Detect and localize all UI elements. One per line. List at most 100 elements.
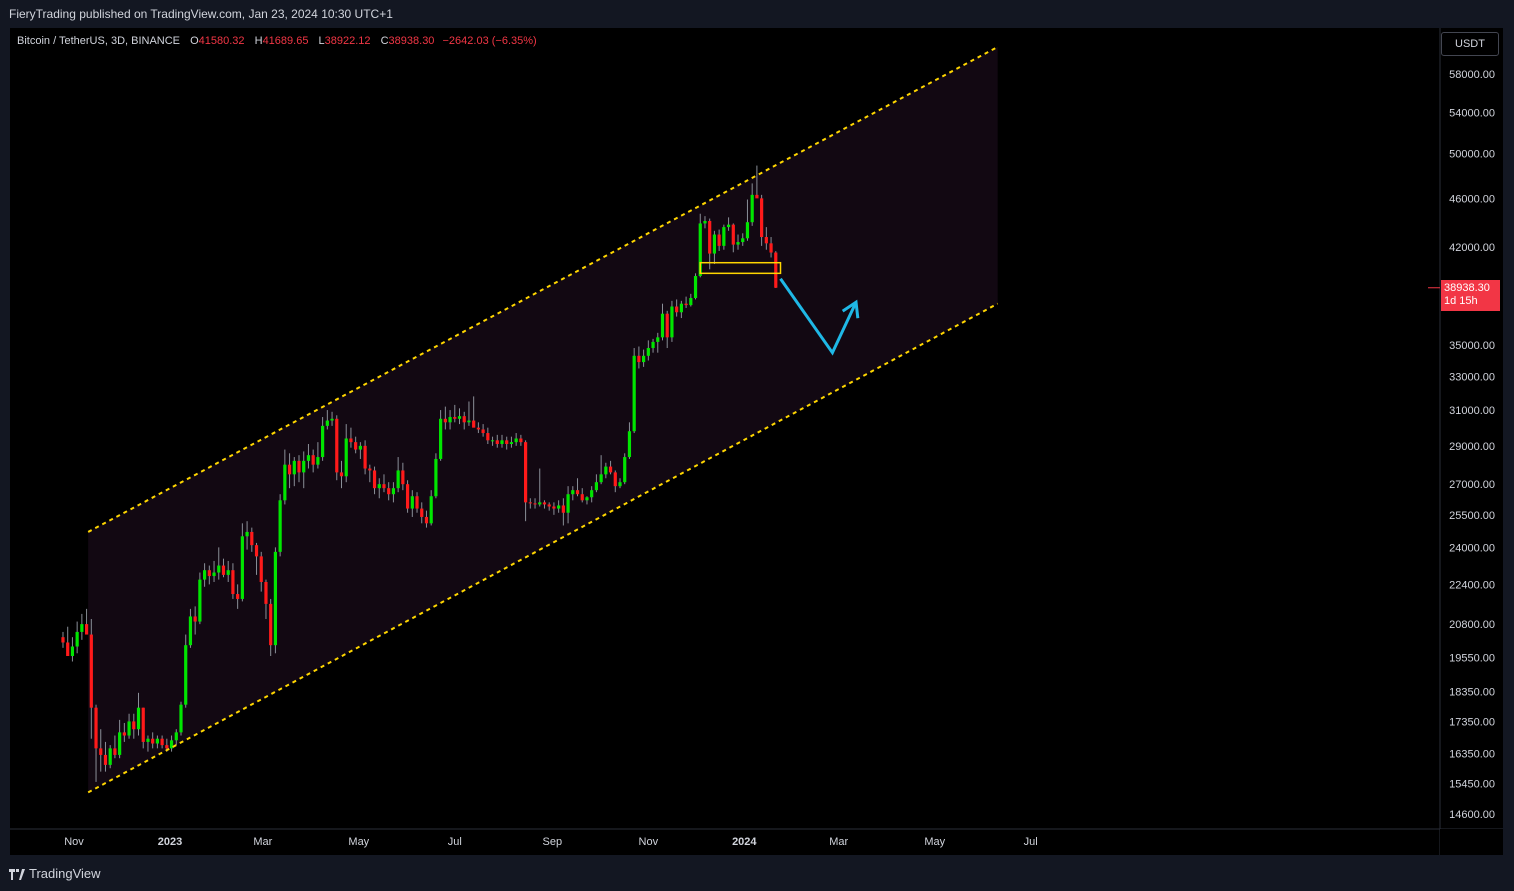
chart-panel[interactable]: 58000.00 54000.00 50000.00 46000.00 42000.00… <box>10 28 1503 855</box>
candle-body <box>339 472 344 477</box>
candle-body <box>552 506 556 509</box>
channel-upper-line <box>87 46 999 533</box>
candle-body <box>651 341 655 349</box>
candle-body <box>264 581 268 604</box>
candle-body <box>174 732 178 741</box>
candle-body <box>476 427 480 430</box>
tradingview-logo-text: TradingView <box>29 866 101 881</box>
candle-body <box>420 508 424 517</box>
candle-body <box>358 445 362 450</box>
candle-body <box>245 531 249 537</box>
candle-body <box>542 502 547 505</box>
candle-body <box>198 579 202 622</box>
price-tick-label: 24000.00 <box>1449 542 1495 554</box>
time-axis-label: Nov <box>64 836 84 848</box>
candle-body <box>410 496 414 509</box>
time-axis-label: Sep <box>543 836 563 848</box>
candle-body <box>132 721 136 730</box>
candle-body <box>61 637 65 643</box>
candle-body <box>665 313 669 338</box>
candle-body <box>750 194 754 223</box>
candle-body <box>693 276 698 299</box>
projection-arrow-head <box>841 299 860 319</box>
candle-body <box>585 497 589 501</box>
candle-body <box>741 238 745 243</box>
candle-body <box>302 460 306 473</box>
price-tick-label: 58000.00 <box>1449 69 1495 81</box>
symbol-legend: Bitcoin / TetherUS, 3D, BINANCE O41580.3… <box>17 35 537 47</box>
candle-body <box>712 234 717 254</box>
price-tick-label: 27000.00 <box>1449 479 1495 491</box>
candle-body <box>217 565 221 573</box>
candle-body <box>70 646 75 657</box>
candle-body <box>184 645 188 705</box>
candle-body <box>731 224 735 245</box>
candle-body <box>108 748 112 765</box>
candle-body <box>66 642 70 657</box>
last-price-value: 38938.30 <box>1444 282 1490 294</box>
candle-body <box>273 551 278 646</box>
price-chart[interactable]: 58000.00 54000.00 50000.00 46000.00 42000.00… <box>10 28 1503 855</box>
candle-body <box>278 500 282 552</box>
candle-body <box>292 460 296 475</box>
candle-body <box>254 545 259 557</box>
candle-body <box>193 616 197 622</box>
price-tick-label: 25500.00 <box>1449 510 1495 522</box>
support-zone-box <box>699 261 782 275</box>
candle-body <box>547 504 551 507</box>
bar-countdown: 1d 15h <box>1444 295 1478 307</box>
candle-body <box>660 313 665 338</box>
candle-body <box>627 431 632 458</box>
candle-body <box>434 458 438 497</box>
candle-body <box>703 220 707 224</box>
candle-body <box>642 355 646 363</box>
last-price-tag: 38938.30 1d 15h <box>1441 280 1500 311</box>
price-tick-label: 46000.00 <box>1449 193 1495 205</box>
candle-body <box>689 298 693 306</box>
candle-body <box>146 738 150 742</box>
price-tick-label: 29000.00 <box>1449 441 1495 453</box>
candle-body <box>670 306 674 338</box>
time-axis-label: Jul <box>1024 836 1038 848</box>
currency-unit-button[interactable]: USDT <box>1441 32 1499 56</box>
candle-body <box>566 494 570 513</box>
time-axis-label: 2024 <box>732 836 757 848</box>
candle-body <box>528 502 532 504</box>
candle-body <box>287 464 292 475</box>
low-label: L <box>318 35 325 47</box>
candle-body <box>472 420 476 428</box>
candle-body <box>221 565 226 575</box>
candle-body <box>698 223 702 277</box>
price-tick-label: 54000.00 <box>1449 107 1495 119</box>
candle-body <box>675 306 679 313</box>
time-axis-label: Nov <box>639 836 659 848</box>
candle-body <box>169 740 174 749</box>
candle-body <box>429 496 433 524</box>
candle-body <box>514 438 518 443</box>
time-axis-label: Jul <box>448 836 462 848</box>
projection-arrow <box>779 277 858 356</box>
candle-body <box>608 466 613 473</box>
price-tick-label: 19550.00 <box>1449 652 1495 664</box>
candle-body <box>599 474 603 483</box>
candle-body <box>75 631 79 647</box>
candle-body <box>188 616 193 646</box>
time-axis-label: May <box>924 836 945 848</box>
candle-body <box>490 440 495 442</box>
axis-corner <box>1440 829 1503 855</box>
candle-body <box>89 634 93 708</box>
candle-body <box>561 505 565 513</box>
candle-body <box>179 704 183 733</box>
candle-body <box>316 457 320 465</box>
candle-body <box>349 438 353 443</box>
time-axis-label: May <box>348 836 369 848</box>
footer-bar <box>0 857 1514 891</box>
candle-body <box>122 732 126 736</box>
candle-body <box>240 536 244 599</box>
tradingview-logo[interactable]: TradingView <box>9 866 101 881</box>
candle-body <box>127 721 131 736</box>
price-tick-label: 22400.00 <box>1449 579 1495 591</box>
candle-body <box>764 237 768 244</box>
candle-body <box>462 416 466 423</box>
candle-body <box>165 745 169 749</box>
